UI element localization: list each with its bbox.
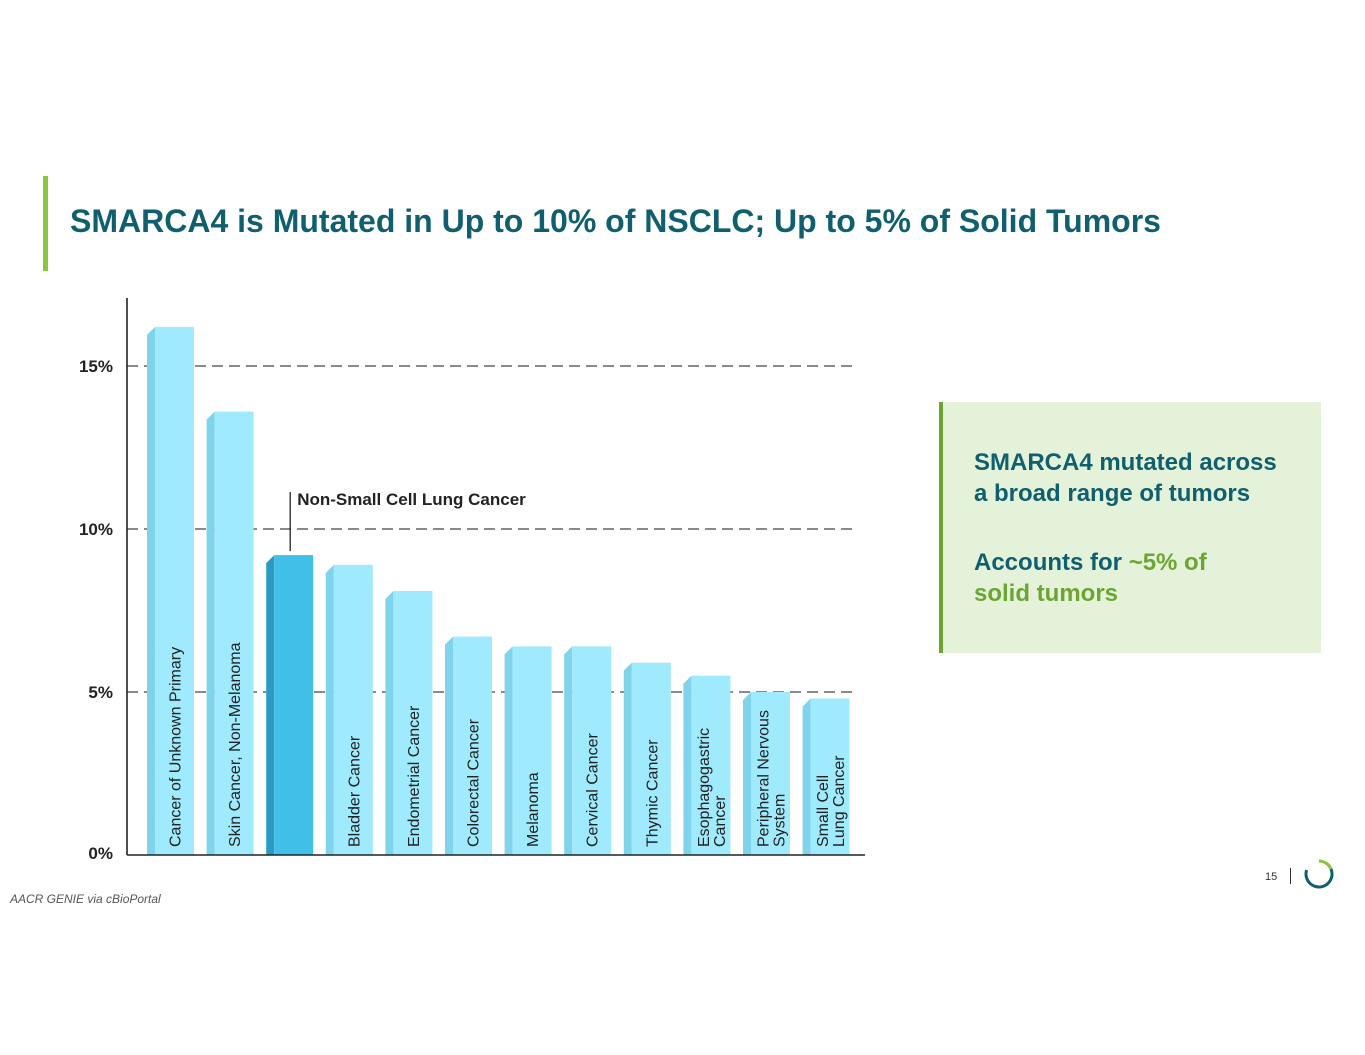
category-label: Esophagogastric [696, 728, 713, 847]
category-label: Melanoma [525, 772, 542, 847]
category-label: Thymic Cancer [644, 739, 661, 847]
bar [631, 662, 671, 855]
y-tick-label: 5% [88, 683, 113, 702]
bar-side [325, 564, 334, 855]
y-tick-label: 15% [79, 357, 113, 376]
bar-side [504, 646, 513, 855]
category-label: Cancer of Unknown Primary [168, 647, 185, 847]
callout-line-3-prefix: Accounts for [974, 549, 1129, 576]
category-label: Cancer [712, 795, 729, 847]
callout-line-4: solid tumors [974, 580, 1119, 607]
category-label: Lung Cancer [831, 755, 848, 847]
source-note: AACR GENIE via cBioPortal [10, 892, 161, 906]
title-accent-bar [43, 176, 48, 271]
bar-side [147, 326, 155, 855]
bar-side [564, 646, 573, 855]
y-tick-label: 0% [88, 844, 113, 863]
category-label: Skin Cancer, Non-Melanoma [227, 642, 244, 847]
page-title: SMARCA4 is Mutated in Up to 10% of NSCLC… [70, 203, 1161, 239]
bar [274, 555, 314, 855]
bar-chart: 0% 5% 10% 15% Cancer of Unknown Primary Skin … [79, 298, 865, 863]
category-label: System [772, 794, 789, 847]
page-number-divider [1290, 868, 1291, 884]
category-label: Cervical Cancer [585, 733, 602, 847]
bar [453, 636, 492, 855]
category-label: Endometrial Cancer [406, 705, 423, 847]
bar [810, 698, 850, 855]
callout-line-1: SMARCA4 mutated across [974, 449, 1277, 476]
bar [751, 692, 790, 855]
bar [333, 564, 373, 855]
bar-side [623, 662, 632, 855]
bar-side [385, 590, 394, 855]
bar [155, 326, 194, 855]
annotation-label: Non-Small Cell Lung Cancer [297, 490, 526, 509]
callout-line-2: a broad range of tumors [974, 480, 1251, 507]
bar [393, 590, 433, 855]
category-label: Colorectal Cancer [466, 718, 483, 847]
bar-side [802, 698, 811, 855]
callout-box: SMARCA4 mutated across a broad range of … [939, 402, 1321, 653]
bar-side [206, 411, 215, 855]
category-label: Bladder Cancer [346, 735, 363, 847]
bar-side [683, 675, 692, 855]
bar-side [743, 692, 751, 855]
bar [214, 411, 254, 855]
category-label: Small Cell [815, 775, 832, 847]
page-number: 15 [1265, 871, 1278, 883]
bar-side [266, 555, 275, 855]
bar [691, 675, 731, 855]
y-tick-label: 10% [79, 520, 113, 539]
company-logo-icon [1304, 859, 1334, 889]
callout-line-3: Accounts for ~5% of [974, 549, 1207, 577]
category-label: Peripheral Nervous [756, 710, 773, 847]
bar [572, 646, 612, 855]
callout-highlight: ~5% of [1128, 549, 1207, 576]
bar [512, 646, 552, 855]
bar-side [445, 636, 453, 855]
